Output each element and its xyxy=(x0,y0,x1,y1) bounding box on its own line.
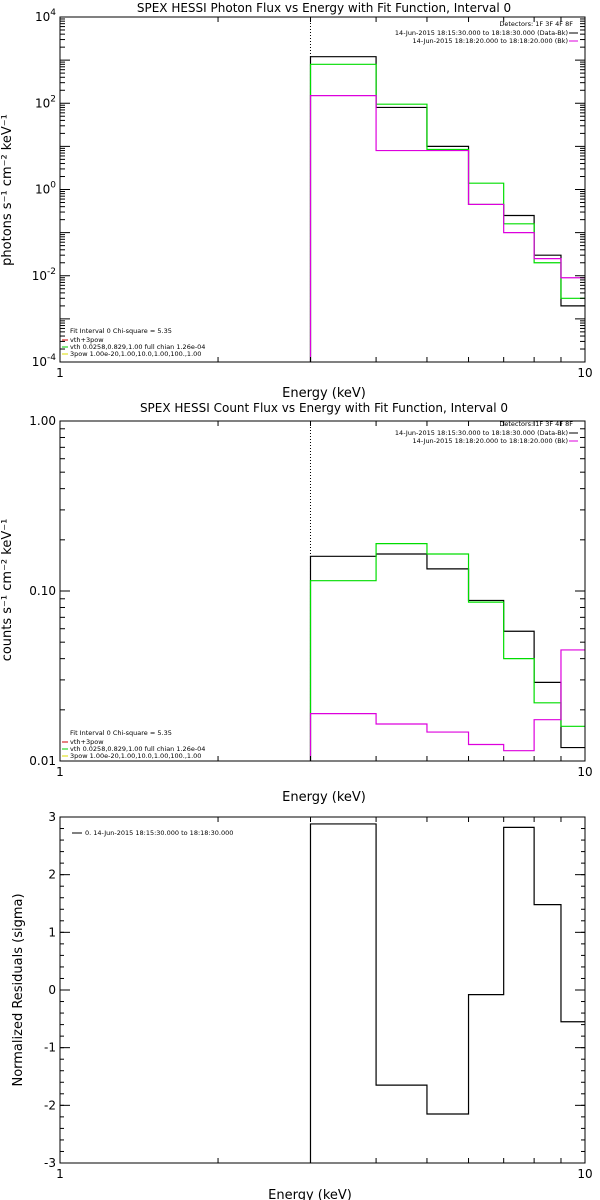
residuals-ticks: 1 10 -3 -2 -1 0 1 2 3 xyxy=(44,810,593,1181)
y-tick-label: 0.01 xyxy=(29,754,56,768)
count-flux-plot-frame xyxy=(59,420,586,762)
legend-entry-data: 14-Jun-2015 18:15:30.000 to 18:18:30.000… xyxy=(395,29,568,37)
photon-flux-title: SPEX HESSI Photon Flux vs Energy with Fi… xyxy=(137,1,511,15)
y-tick-label: 104 xyxy=(35,8,56,24)
series-1-step-line xyxy=(309,543,585,761)
x-tick-label: 10 xyxy=(577,1167,592,1181)
photon-flux-panel: SPEX HESSI Photon Flux vs Energy with Fi… xyxy=(0,1,593,401)
legend-entry-bk: 14-Jun-2015 18:18:20.000 to 18:18:20.000… xyxy=(413,37,568,45)
y-tick-label: 10-4 xyxy=(32,353,57,369)
legend-entry-data: 14-Jun-2015 18:15:30.000 to 18:18:30.000… xyxy=(395,429,568,437)
residuals-xlabel: Energy (keV) xyxy=(268,1188,352,1200)
series-2-step-line xyxy=(309,649,585,761)
fit-line-1: vth+3pow xyxy=(70,738,104,746)
x-tick-label: 1 xyxy=(56,765,64,779)
count-flux-ticks: 1 10 0.01 0.10 1.00 xyxy=(29,414,592,779)
series-2-step-line xyxy=(309,95,585,362)
y-tick-label: 10-2 xyxy=(32,267,56,283)
residuals-marks xyxy=(309,823,585,1163)
fit-line-3: 3pow 1.00e-20,1.00,10.0,1.00,100.,1.00 xyxy=(70,350,201,358)
photon-flux-plot-frame xyxy=(59,16,586,363)
x-tick-label: 1 xyxy=(56,1167,64,1181)
photon-flux-marks xyxy=(309,17,585,362)
photon-flux-ylabel: photons s⁻¹ cm⁻² keV⁻¹ xyxy=(0,114,15,266)
series-1-step-line xyxy=(309,63,585,362)
photon-flux-xlabel: Energy (keV) xyxy=(282,386,366,401)
residuals-panel: Energy (keV) Normalized Residuals (sigma… xyxy=(11,810,593,1200)
legend-detectors: Detectors: 1F 3F 4F 8F xyxy=(499,20,573,28)
y-tick-label: 100 xyxy=(35,181,56,197)
photon-flux-ticks: 1 10 10-4 10-2 100 102 104 xyxy=(32,8,593,380)
fit-line-2: vth 0.0258,0.829,1.00 full chian 1.26e-0… xyxy=(70,343,205,351)
residuals-ylabel: Normalized Residuals (sigma) xyxy=(11,893,26,1086)
y-tick-label: 2 xyxy=(48,868,56,882)
x-tick-label: 10 xyxy=(577,366,592,380)
residuals-legend: 0. 14-Jun-2015 18:15:30.000 to 18:18:30.… xyxy=(72,829,233,837)
count-flux-marks xyxy=(309,421,585,761)
y-tick-label: -2 xyxy=(44,1098,56,1112)
y-tick-label: 1 xyxy=(48,925,56,939)
fit-line-0: Fit Interval 0 Chi-square = 5.35 xyxy=(70,729,172,737)
fit-line-2: vth 0.0258,0.829,1.00 full chian 1.26e-0… xyxy=(70,745,205,753)
y-tick-label: 0.10 xyxy=(29,584,56,598)
residuals-plot-frame xyxy=(59,816,586,1164)
x-tick-label: 1 xyxy=(56,366,64,380)
legend-entry-bk: 14-Jun-2015 18:18:20.000 to 18:18:20.000… xyxy=(413,437,568,445)
series-0-step-line xyxy=(309,56,585,362)
count-flux-legend: Detectors: 1F 3F 4F 8F 14-Jun-2015 18:15… xyxy=(62,420,578,760)
count-flux-xlabel: Energy (keV) xyxy=(282,790,366,805)
x-tick-label: 10 xyxy=(577,765,592,779)
y-tick-label: 3 xyxy=(48,810,56,824)
fit-line-0: Fit Interval 0 Chi-square = 5.35 xyxy=(70,327,172,335)
fit-line-3: 3pow 1.00e-20,1.00,10.0,1.00,100.,1.00 xyxy=(70,752,201,760)
legend-entry-residuals: 0. 14-Jun-2015 18:15:30.000 to 18:18:30.… xyxy=(85,829,233,837)
y-tick-label: 1.00 xyxy=(29,414,56,428)
y-tick-label: -1 xyxy=(44,1041,56,1055)
count-flux-ylabel: counts s⁻¹ cm⁻² keV⁻¹ xyxy=(0,519,15,662)
count-flux-title: SPEX HESSI Count Flux vs Energy with Fit… xyxy=(140,401,508,415)
photon-flux-legend: Detectors: 1F 3F 4F 8F 14-Jun-2015 18:15… xyxy=(62,20,578,358)
series-0-step-line xyxy=(309,553,585,761)
fit-line-1: vth+3pow xyxy=(70,336,104,344)
y-tick-label: 0 xyxy=(48,983,56,997)
count-flux-panel: SPEX HESSI Count Flux vs Energy with Fit… xyxy=(0,401,593,805)
legend-detectors: Detectors: 1F 3F 4F 8F xyxy=(499,420,573,428)
y-tick-label: -3 xyxy=(44,1156,56,1170)
y-tick-label: 102 xyxy=(35,94,56,110)
series-0-step-line xyxy=(309,823,585,1163)
